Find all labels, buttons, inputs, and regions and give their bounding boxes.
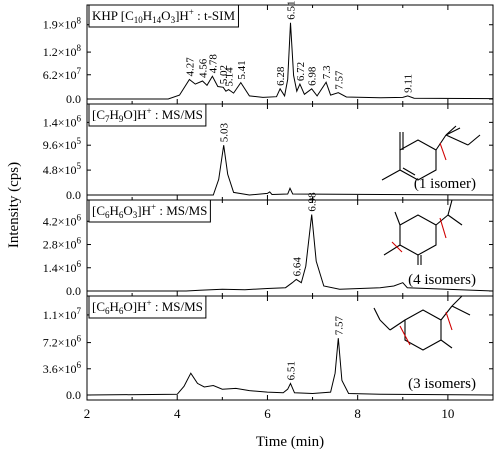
panel-title-box [88, 4, 239, 28]
panel-title: KHP [C10H14O3]H+ : t-SIM [92, 7, 235, 25]
chromatogram-trace [87, 145, 494, 196]
y-tick-label: 0.0 [66, 388, 81, 402]
y-axis-title: Intensity (cps) [6, 162, 22, 248]
panel-title-box [88, 295, 207, 319]
y-tick-label: 1.2×108 [43, 43, 82, 59]
isomer-count: (4 isomers) [408, 272, 476, 288]
y-tick-label: 3.6×106 [43, 360, 82, 376]
x-tick-label: 2 [84, 406, 91, 421]
chromatogram-trace [87, 214, 494, 292]
structure-c7h9o [381, 125, 481, 181]
peak-label: 5.02 [218, 65, 230, 84]
chromatogram-trace [87, 22, 494, 100]
peak-label: 5.03 [219, 122, 231, 142]
peak-label: 5.41 [236, 60, 248, 79]
peak-label: 4.56 [197, 58, 209, 78]
peak-label: 6.98 [307, 192, 319, 212]
peak-label: 6.51 [285, 1, 297, 20]
y-tick-label: 1.1×107 [43, 306, 82, 322]
isomer-count: (3 isomers) [408, 376, 476, 392]
panel-frame [86, 295, 494, 401]
structure-c6h6o3 [383, 199, 463, 265]
y-tick-label: 2.8×106 [43, 236, 82, 252]
peak-label: 5.14 [224, 67, 236, 87]
peak-label: 6.51 [285, 361, 297, 380]
panel-title: [C6H6O]H+ : MS/MS [92, 298, 203, 316]
x-tick-label: 10 [441, 406, 454, 421]
peak-label: 9.11 [403, 74, 415, 93]
y-tick-label: 4.8×105 [43, 161, 82, 177]
y-tick-label: 0.0 [66, 92, 81, 106]
peak-label: 7.3 [321, 65, 333, 79]
isomer-count: (1 isomer) [414, 176, 476, 192]
x-axis-title: Time (min) [256, 434, 324, 450]
y-tick-label: 4.2×106 [43, 212, 82, 228]
peak-label: 6.72 [295, 62, 307, 81]
peak-label: 7.57 [333, 315, 345, 335]
y-tick-label: 1.4×106 [43, 259, 82, 275]
panel-title-box [88, 199, 211, 223]
y-tick-label: 6.2×107 [43, 66, 82, 82]
y-tick-label: 7.2×106 [43, 334, 82, 350]
x-tick-label: 4 [174, 406, 181, 421]
y-tick-label: 9.6×105 [43, 136, 82, 152]
y-tick-label: 0.0 [66, 284, 81, 298]
peak-label: 4.27 [184, 57, 196, 77]
y-tick-label: 1.9×108 [43, 16, 82, 32]
peak-label: 6.28 [275, 66, 287, 86]
y-tick-label: 1.4×106 [43, 113, 82, 129]
structure-c6h6o [373, 295, 471, 351]
peak-label: 6.98 [307, 66, 319, 86]
x-tick-label: 8 [354, 406, 361, 421]
panel-title: [C7H9O]H+ : MS/MS [92, 106, 203, 124]
y-tick-label: 0.0 [66, 188, 81, 202]
peak-label: 4.78 [207, 54, 219, 74]
peak-label: 7.57 [333, 70, 345, 90]
x-tick-label: 6 [264, 406, 271, 421]
peak-label: 6.64 [291, 257, 303, 277]
panel-title: [C6H6O3]H+ : MS/MS [92, 202, 207, 220]
chromatogram-trace [86, 338, 494, 396]
panel-title-box [88, 103, 207, 127]
